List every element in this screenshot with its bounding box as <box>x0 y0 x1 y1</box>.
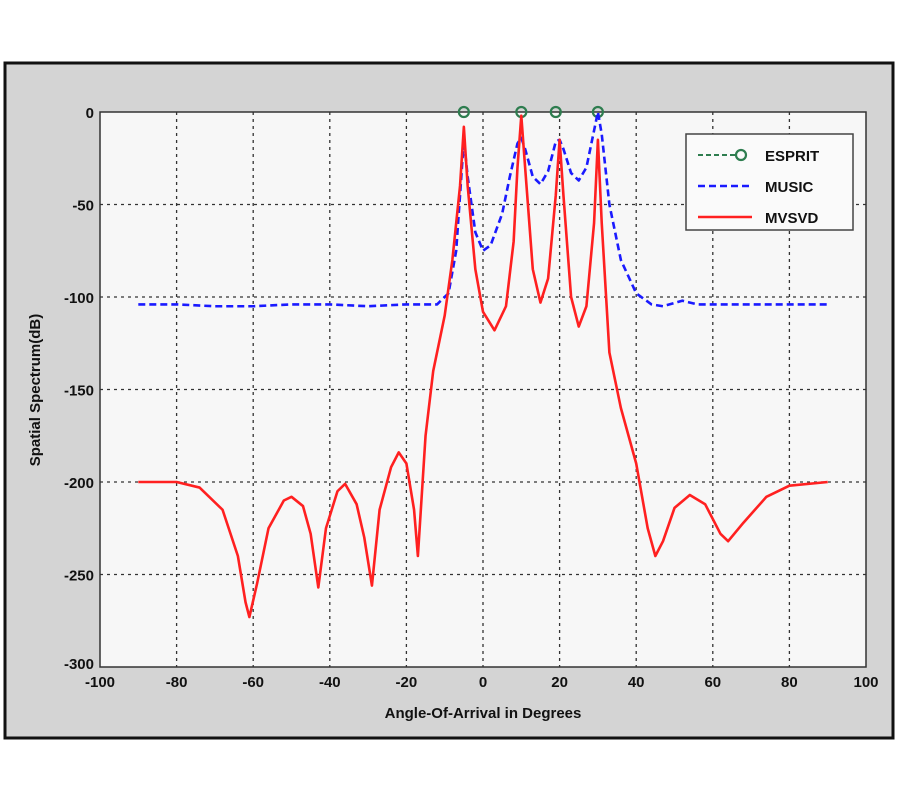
esprit-marker <box>549 105 562 119</box>
legend-label: MUSIC <box>765 179 814 196</box>
legend-label: ESPRIT <box>765 148 819 165</box>
series-group <box>138 105 828 619</box>
x-tick-label: -100 <box>85 674 115 691</box>
x-tick-label: 20 <box>551 674 568 691</box>
music-line <box>138 110 828 308</box>
y-tick-labels: 0 -50 -100 -150 -200 -250 -300 <box>64 105 94 673</box>
x-tick-label: 80 <box>781 674 798 691</box>
x-tick-label: 0 <box>479 674 487 691</box>
x-tick-label: -40 <box>319 674 341 691</box>
legend: ESPRIT MUSIC MVSVD <box>685 133 854 231</box>
legend-box <box>685 133 854 231</box>
x-tick-labels: -100 -80 -60 -40 -20 0 20 40 60 80 100 <box>85 674 879 691</box>
x-tick-label: -80 <box>166 674 188 691</box>
y-tick-label: 0 <box>86 105 94 122</box>
x-tick-label: 40 <box>628 674 645 691</box>
legend-esprit-marker <box>734 148 748 162</box>
x-axis-label: Angle-Of-Arrival in Degrees <box>385 705 582 722</box>
y-tick-label: -50 <box>72 198 94 215</box>
y-axis-label: Spatial Spectrum(dB) <box>27 314 44 467</box>
y-tick-label: -300 <box>64 656 94 673</box>
x-tick-label: -60 <box>242 674 264 691</box>
x-tick-label: -20 <box>396 674 418 691</box>
mvsvd-line <box>138 114 828 619</box>
y-tick-label: -150 <box>64 383 94 400</box>
y-tick-label: -100 <box>64 290 94 307</box>
x-tick-label: 60 <box>704 674 721 691</box>
x-tick-label: 100 <box>853 674 878 691</box>
y-tick-label: -200 <box>64 475 94 492</box>
legend-label: MVSVD <box>765 210 819 227</box>
y-tick-label: -250 <box>64 568 94 585</box>
esprit-marker <box>457 105 470 119</box>
